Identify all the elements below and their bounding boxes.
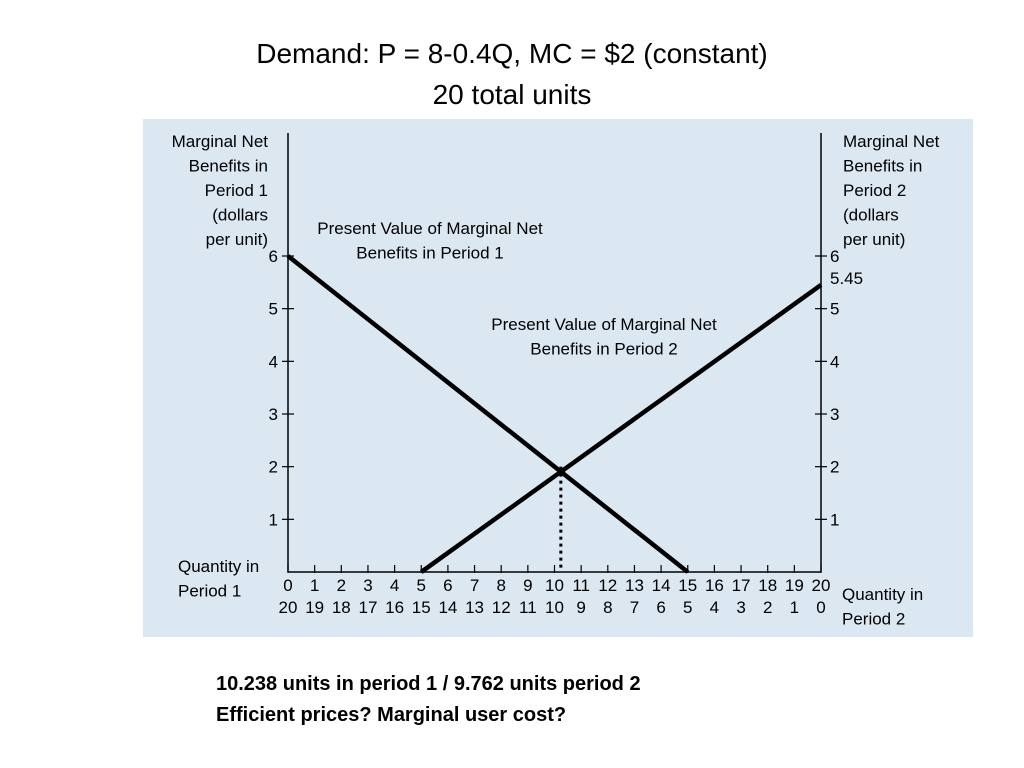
x-tick-label-period-1: 2 [337, 576, 346, 595]
chart-panel [143, 119, 973, 637]
x-tick-label-period-2: 2 [763, 598, 772, 617]
right-y-axis-label: Marginal Net Benefits in Period 2 (dollars p… [843, 132, 940, 249]
right-y-extra-tick-label: 5.45 [830, 269, 863, 288]
slide-title-line-2: 20 total units [432, 79, 592, 110]
x-tick-label-period-1: 20 [812, 576, 831, 595]
x-tick-label-period-1: 1 [310, 576, 319, 595]
caption-line-1: 10.238 units in period 1 / 9.762 units p… [216, 673, 641, 695]
x-tick-label-period-1: 10 [545, 576, 564, 595]
right-y-tick-label: 4 [830, 352, 839, 371]
x-tick-label-period-1: 19 [785, 576, 804, 595]
x-tick-label-period-2: 12 [492, 598, 511, 617]
x-tick-label-period-1: 18 [758, 576, 777, 595]
left-y-tick-label: 6 [269, 247, 278, 266]
x-tick-label-period-2: 4 [710, 598, 719, 617]
x-tick-label-period-2: 15 [412, 598, 431, 617]
x-tick-label-period-2: 11 [519, 598, 537, 617]
x-tick-label-period-1: 11 [572, 576, 590, 595]
x-tick-label-period-1: 9 [523, 576, 532, 595]
right-y-tick-label: 6 [830, 247, 839, 266]
x-tick-label-period-2: 6 [656, 598, 665, 617]
x-tick-label-period-1: 17 [732, 576, 751, 595]
x-tick-label-period-1: 16 [705, 576, 724, 595]
x-tick-label-period-2: 9 [576, 598, 585, 617]
x-tick-label-period-2: 16 [385, 598, 404, 617]
left-y-tick-label: 4 [269, 352, 278, 371]
left-y-tick-label: 3 [269, 405, 278, 424]
x-tick-label-period-2: 1 [790, 598, 799, 617]
series-label-period-1: Present Value of Marginal Net Benefits in… [317, 219, 543, 263]
x-tick-label-period-1: 5 [417, 576, 426, 595]
left-y-tick-label: 5 [269, 300, 278, 319]
x-tick-label-period-1: 6 [443, 576, 452, 595]
x-tick-label-period-1: 8 [496, 576, 505, 595]
x-axis-label-period-2: Quantity in Period 2 [842, 585, 923, 629]
x-tick-label-period-2: 5 [683, 598, 692, 617]
right-y-tick-label: 1 [830, 510, 839, 529]
x-tick-label-period-2: 0 [816, 598, 825, 617]
series-lines [286, 254, 823, 574]
x-tick-label-period-1: 15 [678, 576, 697, 595]
x-tick-label-period-1: 12 [598, 576, 617, 595]
x-tick-label-period-1: 7 [470, 576, 479, 595]
left-y-tick-label: 1 [269, 510, 278, 529]
axes: 1 12 23 34 45 56 65.45020119218317416515614713… [269, 133, 863, 617]
x-tick-label-period-2: 19 [305, 598, 324, 617]
x-tick-label-period-2: 20 [279, 598, 298, 617]
series-line-period-2 [419, 283, 823, 574]
x-tick-label-period-2: 14 [438, 598, 457, 617]
x-tick-label-period-1: 4 [390, 576, 399, 595]
x-axis-label-period-1: Quantity in Period 1 [178, 557, 259, 601]
left-y-axis-label: Marginal Net Benefits in Period 1 (dollars p… [172, 132, 269, 249]
chart-labels: Marginal Net Benefits in Period 1 (dollars p… [172, 132, 940, 629]
series-line-period-1 [286, 254, 690, 574]
x-tick-label-period-1: 3 [363, 576, 372, 595]
x-tick-label-period-1: 0 [283, 576, 292, 595]
x-tick-label-period-2: 8 [603, 598, 612, 617]
x-tick-label-period-2: 13 [465, 598, 484, 617]
caption-line-2: Efficient prices? Marginal user cost? [216, 704, 567, 726]
x-tick-label-period-2: 18 [332, 598, 351, 617]
slide-title-line-1: Demand: P = 8-0.4Q, MC = $2 (constant) [256, 38, 768, 69]
left-y-tick-label: 2 [269, 458, 278, 477]
x-tick-label-period-1: 13 [625, 576, 644, 595]
x-tick-label-period-2: 7 [630, 598, 639, 617]
right-y-tick-label: 2 [830, 458, 839, 477]
right-y-tick-label: 5 [830, 300, 839, 319]
x-tick-label-period-1: 14 [652, 576, 671, 595]
x-tick-label-period-2: 10 [545, 598, 564, 617]
x-tick-label-period-2: 3 [736, 598, 745, 617]
series-label-period-2: Present Value of Marginal Net Benefits in… [491, 315, 717, 359]
x-tick-label-period-2: 17 [358, 598, 377, 617]
right-y-tick-label: 3 [830, 405, 839, 424]
